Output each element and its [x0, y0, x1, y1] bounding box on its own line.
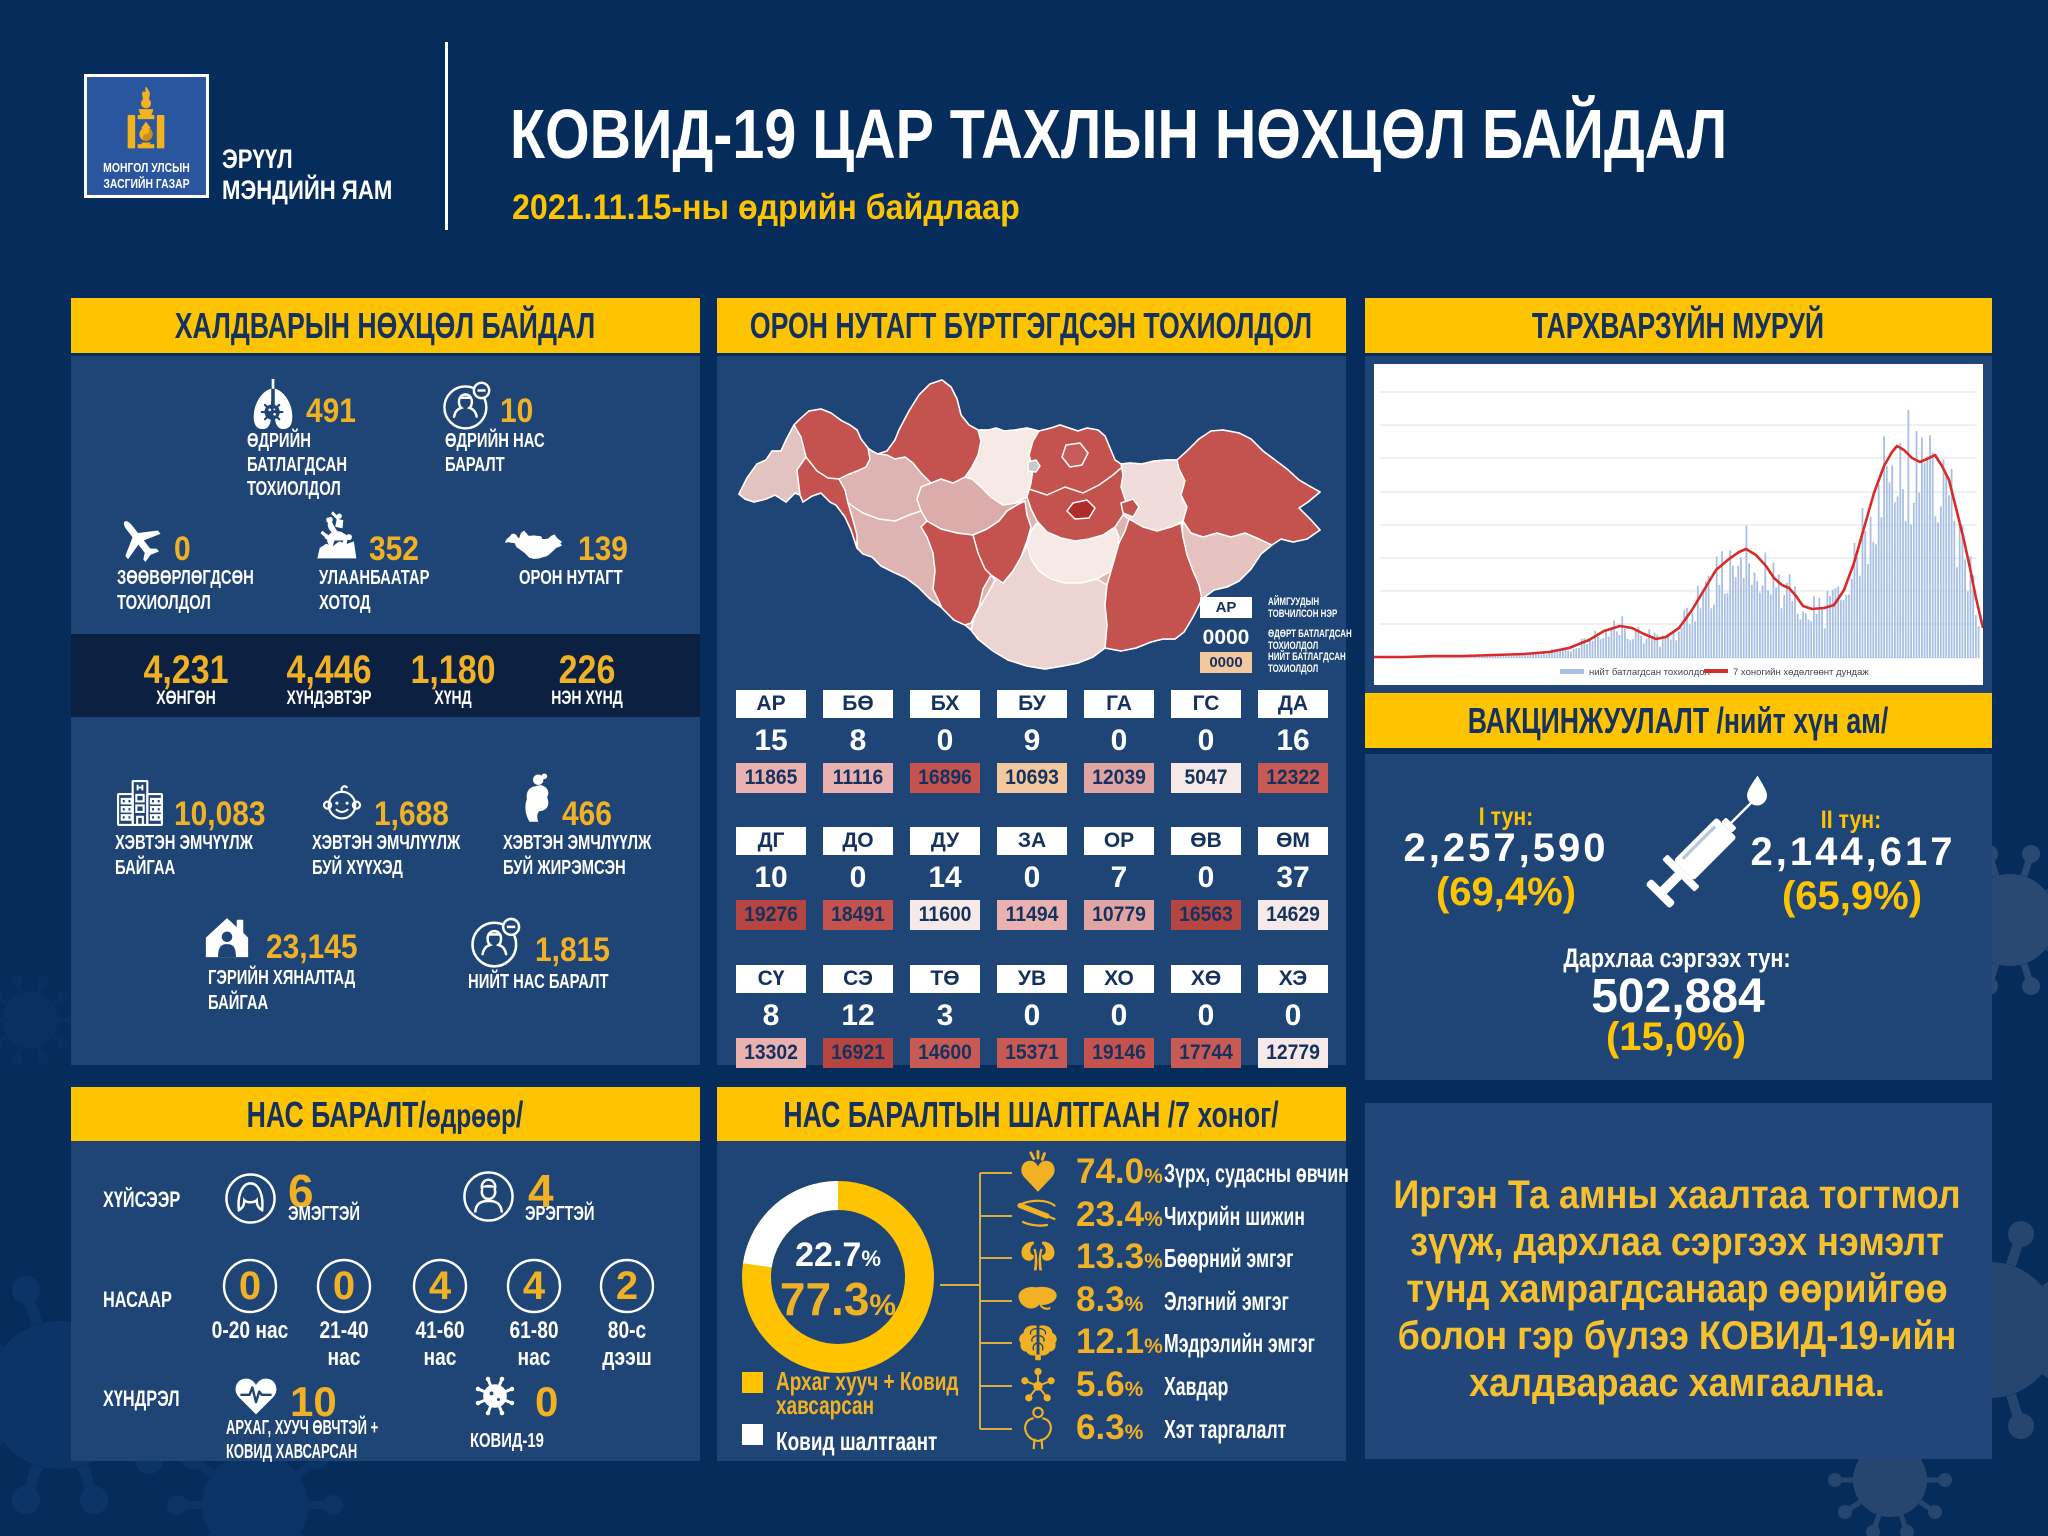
svg-text:нийт батлагдсан тохиолдол: нийт батлагдсан тохиолдол — [1589, 667, 1710, 678]
svg-text:7 хоногийн хөдөлгөөнт дундаж: 7 хоногийн хөдөлгөөнт дундаж — [1733, 667, 1869, 678]
